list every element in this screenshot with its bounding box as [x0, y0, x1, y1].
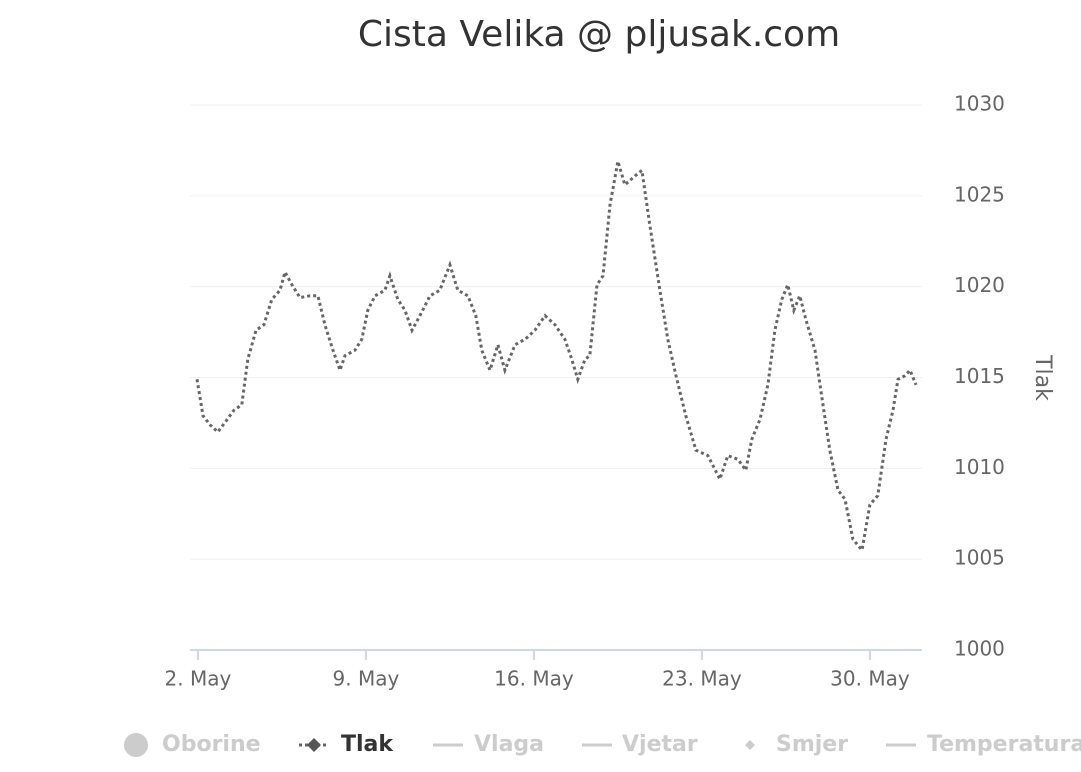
legend-symbol: [124, 733, 148, 757]
legend-symbol: [307, 738, 321, 752]
legend-label: Oborine: [162, 732, 261, 757]
y-axis-title: Tlak: [1030, 354, 1055, 401]
y-tick-label: 1010: [954, 455, 1005, 479]
y-tick-label: 1000: [954, 637, 1005, 661]
legend-item[interactable]: Smjer: [745, 732, 848, 757]
legend-symbol: [745, 740, 755, 750]
legend-item[interactable]: Temperatura: [886, 732, 1081, 757]
legend-item[interactable]: Vjetar: [582, 732, 698, 757]
x-tick-label: 30. May: [830, 667, 910, 691]
legend-label: Tlak: [341, 732, 394, 757]
legend-label: Vlaga: [474, 732, 544, 757]
chart-title: Cista Velika @ pljusak.com: [358, 14, 840, 55]
legend-item[interactable]: Oborine: [124, 732, 261, 757]
y-tick-label: 1005: [954, 546, 1005, 570]
x-tick-label: 2. May: [165, 667, 232, 691]
legend-label: Vjetar: [622, 732, 698, 757]
legend-label: Smjer: [776, 732, 848, 757]
x-tick-label: 9. May: [333, 667, 400, 691]
y-tick-label: 1025: [954, 182, 1005, 206]
x-tick-label: 16. May: [494, 667, 574, 691]
legend-label: Temperatura: [927, 732, 1081, 757]
legend-item[interactable]: Tlak: [299, 732, 394, 757]
y-tick-label: 1015: [954, 364, 1005, 388]
x-tick-label: 23. May: [662, 667, 742, 691]
y-tick-label: 1020: [954, 273, 1005, 297]
y-tick-label: 1030: [954, 92, 1005, 116]
line-series: [195, 160, 918, 554]
legend-item[interactable]: Vlaga: [433, 732, 544, 757]
